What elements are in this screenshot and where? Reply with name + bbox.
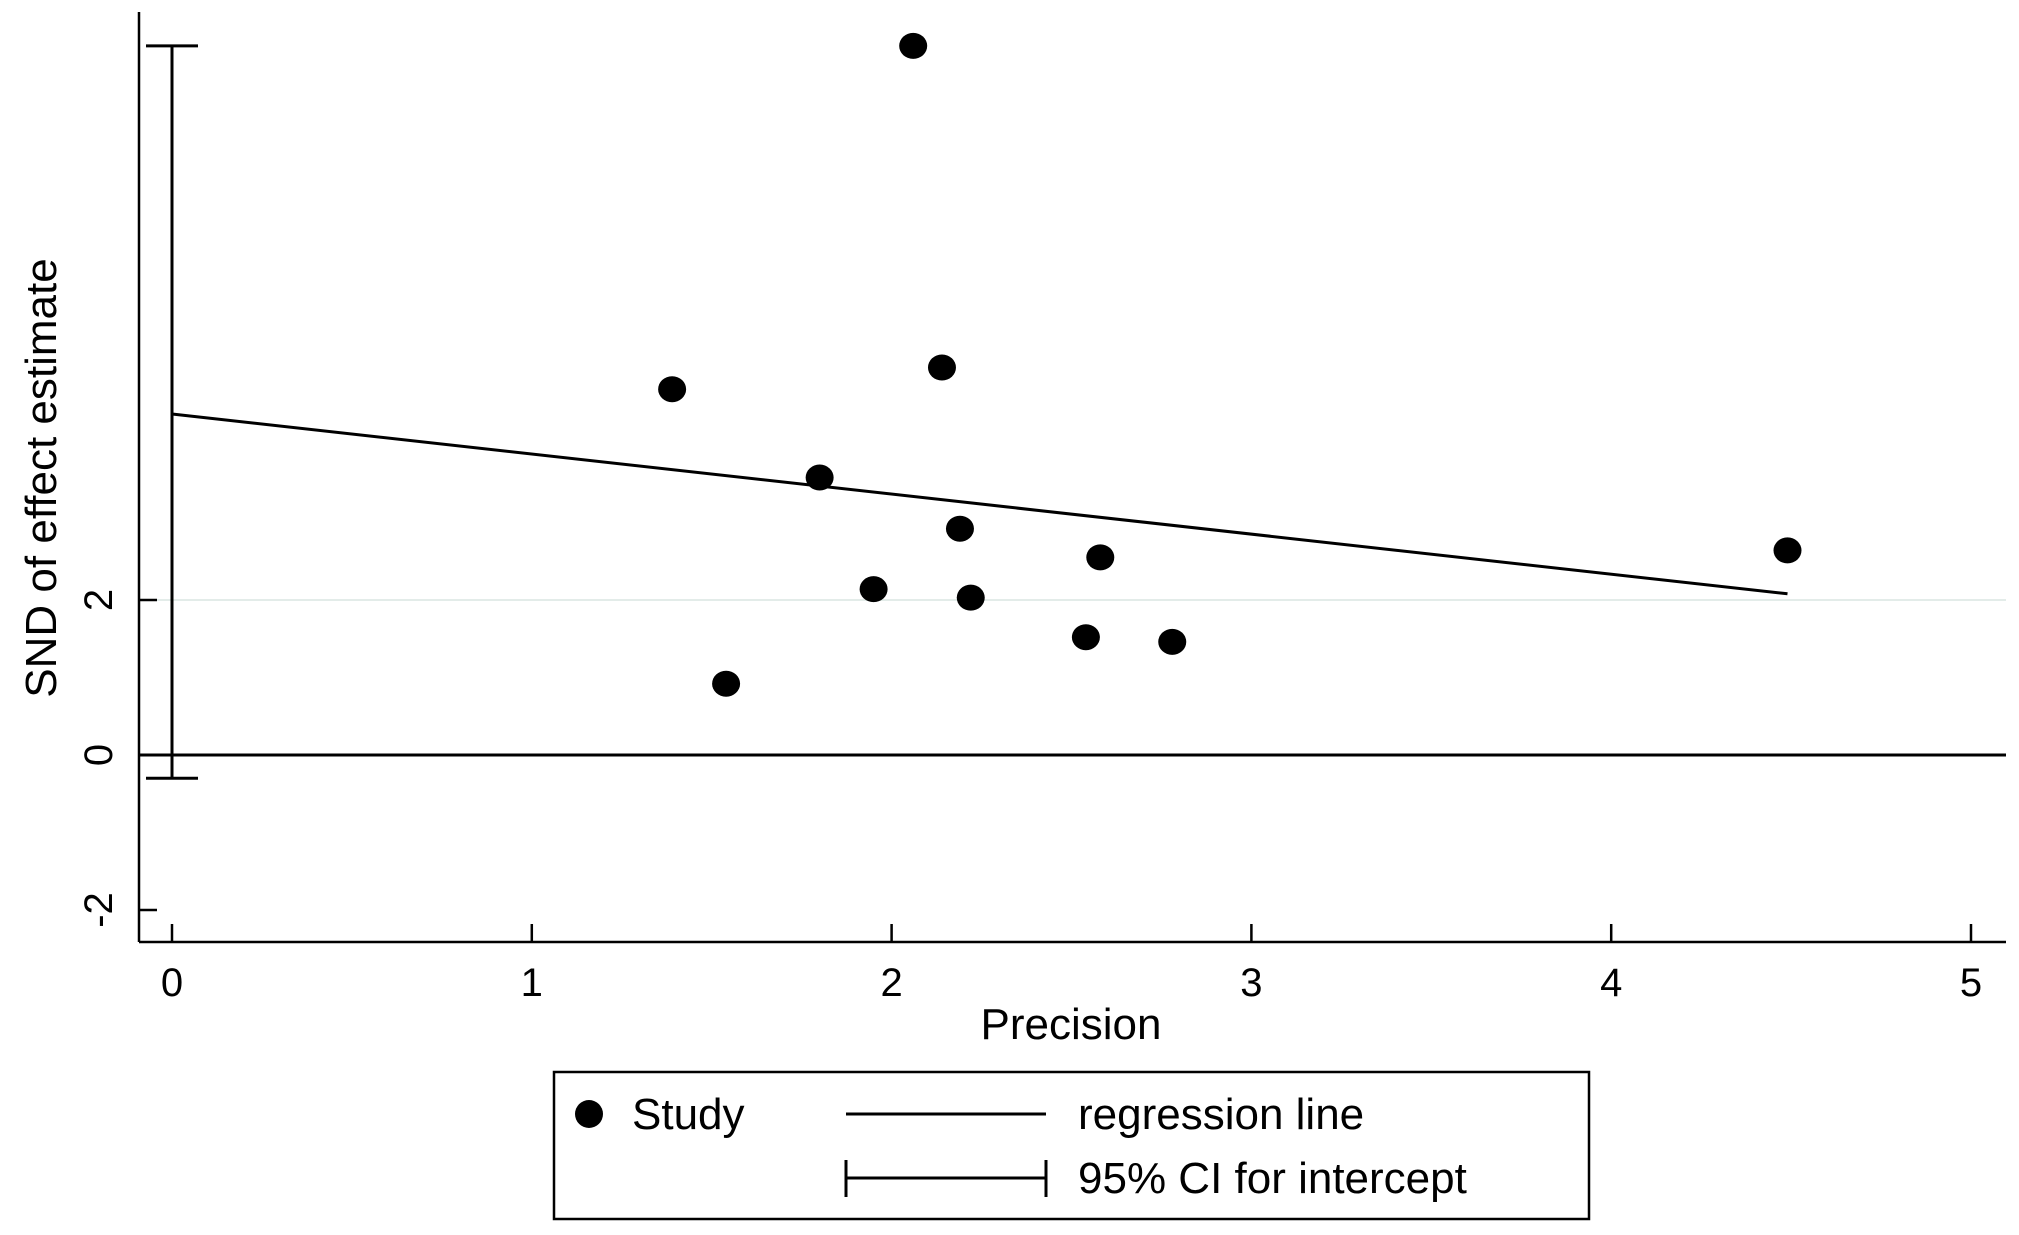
- study-point: [927, 354, 956, 381]
- legend-regression-label: regression line: [1078, 1090, 1364, 1139]
- x-tick-label: 5: [1960, 961, 1982, 1005]
- legend-study-marker: [575, 1100, 603, 1128]
- x-tick-label: 4: [1600, 961, 1622, 1005]
- study-point: [1158, 628, 1187, 655]
- legend-ci-label: 95% CI for intercept: [1078, 1154, 1467, 1203]
- study-point: [859, 576, 888, 603]
- x-tick-label: 0: [161, 961, 183, 1005]
- legend-box: [552, 1070, 1591, 1221]
- study-point: [899, 32, 928, 59]
- study-point: [1773, 537, 1802, 564]
- regression-line: [171, 412, 1788, 596]
- study-point: [956, 584, 985, 611]
- study-point: [1071, 624, 1100, 651]
- x-tick-label: 3: [1240, 961, 1262, 1005]
- study-point: [805, 464, 834, 491]
- x-tick-label: 1: [521, 961, 543, 1005]
- x-tick-label: 2: [880, 961, 902, 1005]
- y-axis-title: SND of effect estimate: [17, 258, 66, 697]
- y-tick-label: -2: [77, 892, 121, 928]
- study-point: [1086, 544, 1115, 571]
- x-axis-title: Precision: [981, 1000, 1162, 1049]
- y-tick-label: 0: [77, 744, 121, 766]
- plot-area: 0 1 2 3 4 5 -2 0 2: [77, 12, 2006, 1005]
- study-point: [658, 376, 687, 403]
- legend: Study regression line 95% CI for interce…: [552, 1070, 1591, 1221]
- y-tick-label: 2: [77, 589, 121, 611]
- study-point: [945, 515, 974, 542]
- legend-study-label: Study: [632, 1090, 745, 1139]
- study-point: [712, 670, 741, 697]
